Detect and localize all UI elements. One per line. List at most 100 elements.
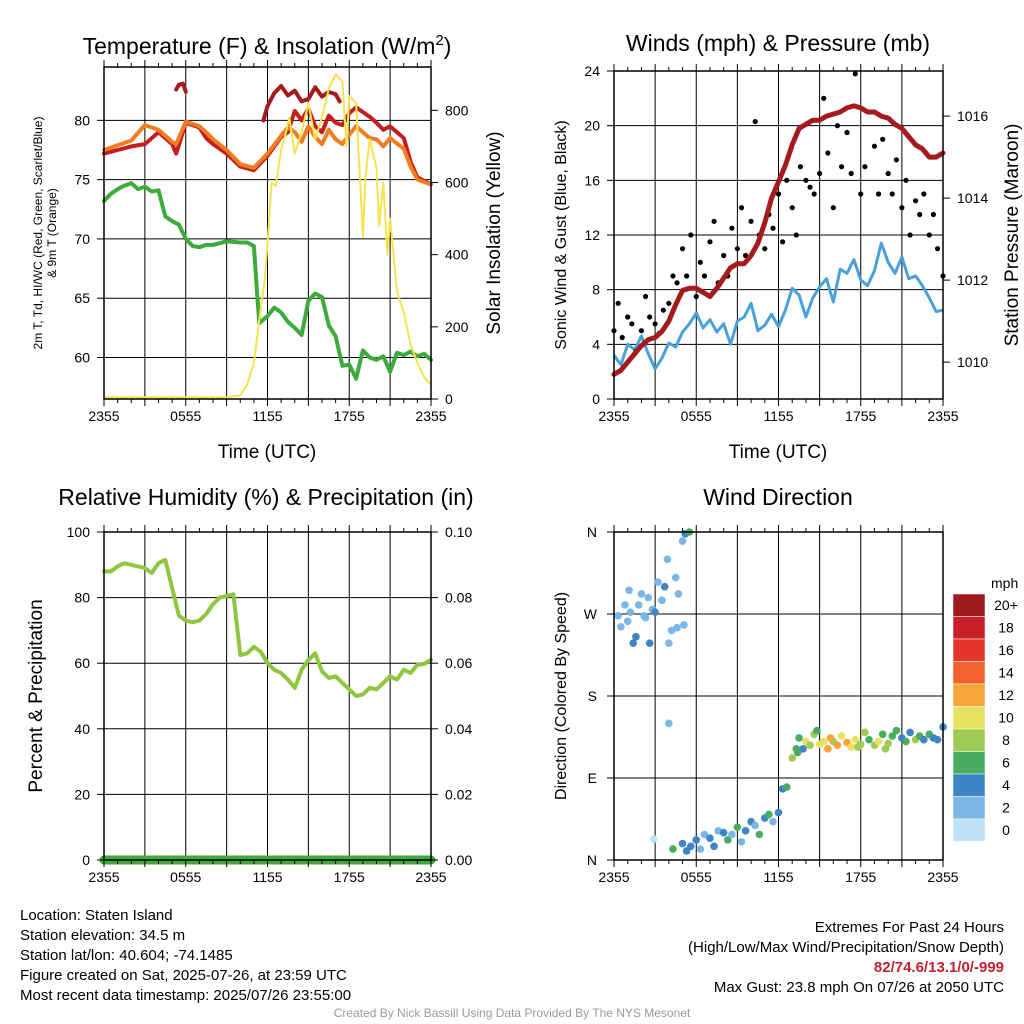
series-line-t9m [102, 119, 433, 187]
x-axis-label: Time (UTC) [729, 442, 828, 463]
y-tick-label-right: 0.10 [445, 524, 472, 540]
legend-title: mph [991, 575, 1018, 591]
direction-point [669, 845, 677, 853]
direction-point [692, 836, 701, 844]
gust-point [934, 246, 941, 252]
y-tick-label: 20 [74, 786, 90, 802]
direction-point [861, 728, 869, 737]
gust-point [893, 157, 899, 163]
gust-point [697, 259, 703, 265]
direction-point [892, 726, 901, 735]
gust-point [885, 170, 891, 177]
direction-point [637, 590, 646, 598]
direction-point [888, 732, 897, 740]
direction-point [665, 639, 673, 647]
direction-point [634, 601, 643, 609]
credit-line: Created By Nick Bassill Using Data Provi… [333, 1006, 691, 1020]
legend-label: 18 [998, 620, 1014, 636]
y-axis-label-left-2: & 9m T (Orange) [45, 188, 59, 278]
y-tick-label-right: 600 [445, 174, 469, 190]
x-tick-label: 0555 [681, 408, 712, 424]
y-tick-label-right: 0.08 [445, 590, 472, 606]
direction-point [678, 537, 687, 545]
y-tick-label-right: 0.00 [445, 852, 472, 868]
direction-point [644, 593, 653, 602]
direction-point [826, 734, 835, 742]
direction-point [629, 639, 637, 647]
direction-point [680, 621, 688, 629]
legend-swatch [952, 751, 986, 775]
station-elevation: Station elevation: 34.5 m [20, 927, 186, 944]
y-tick-label: N [587, 852, 597, 868]
direction-point [654, 578, 662, 586]
gust-point [817, 170, 823, 177]
legend-label: 6 [1002, 755, 1010, 771]
y-tick-label: E [588, 770, 597, 786]
direction-point [847, 743, 855, 751]
direction-point [851, 735, 860, 744]
humidity-precip-panel: 2355 0555 1155 1755 23550204060801000.000.02… [26, 484, 474, 885]
chart-title: Wind Direction [703, 484, 853, 510]
direction-point [799, 745, 807, 753]
gust-point [825, 150, 831, 156]
legend-label: 14 [998, 665, 1014, 681]
legend-label: 10 [998, 710, 1014, 726]
y-tick-label-right: 400 [445, 247, 469, 263]
x-tick-label: 1755 [334, 408, 365, 424]
gust-point [889, 191, 895, 197]
y-tick-label: 75 [74, 172, 90, 188]
direction-point [878, 730, 887, 739]
gust-point [862, 164, 868, 170]
direction-point [782, 783, 791, 791]
gust-point [666, 300, 672, 306]
gust-point [871, 143, 878, 149]
gust-point [734, 246, 740, 252]
y-tick-label: 8 [592, 282, 600, 298]
station-info: Location: Staten Island Station elevatio… [20, 906, 351, 1006]
gust-point [880, 136, 886, 142]
legend-swatch [952, 683, 986, 707]
y-tick-label: 0 [82, 852, 90, 868]
extremes-values: 82/74.6/13.1/0/-999 [873, 959, 1004, 976]
y-tick-label-right: 1014 [957, 190, 988, 206]
figure-created: Figure created on Sat, 2025-07-26, at 23… [20, 967, 347, 984]
legend-label: 12 [998, 687, 1014, 703]
temperature-panel: 2355 0555 1155 1755 235560657075800200400600… [31, 32, 505, 463]
direction-point [626, 608, 635, 616]
legend-swatch [952, 773, 986, 797]
x-tick-label: 0555 [681, 869, 712, 885]
legend-swatch [952, 593, 986, 617]
direction-point [881, 745, 890, 753]
x-tick-label: 0555 [170, 408, 201, 424]
chart-title: Temperature (F) & Insolation (W/m2) [83, 32, 452, 59]
y-tick-label: W [584, 606, 598, 622]
direction-point [623, 617, 632, 626]
gust-point [848, 170, 854, 177]
y-tick-label: 80 [74, 590, 90, 606]
gust-point [729, 225, 735, 231]
y-axis-label-right: Solar Insolation (Yellow) [484, 131, 505, 334]
direction-point [854, 743, 862, 751]
legend-label: 16 [998, 642, 1014, 658]
direction-point [614, 612, 622, 620]
direction-point [874, 737, 883, 746]
series-line-wind [612, 241, 944, 371]
series-line-hi [174, 81, 342, 123]
gust-point [921, 191, 927, 197]
y-axis-label-left: Percent & Precipitation [26, 599, 47, 792]
y-tick-label: 65 [74, 290, 90, 306]
y-axis-label-right: Station Pressure (Maroon) [1002, 124, 1023, 347]
direction-point [806, 741, 814, 749]
gust-point [770, 225, 776, 231]
direction-point [663, 555, 672, 564]
direction-point [632, 632, 640, 641]
legend-swatch [952, 706, 986, 730]
gust-point [811, 191, 817, 197]
x-tick-label: 2355 [927, 408, 958, 424]
direction-point [723, 836, 732, 844]
station-location: Location: Staten Island [20, 907, 173, 924]
gust-point [619, 334, 625, 341]
direction-point [719, 828, 728, 837]
